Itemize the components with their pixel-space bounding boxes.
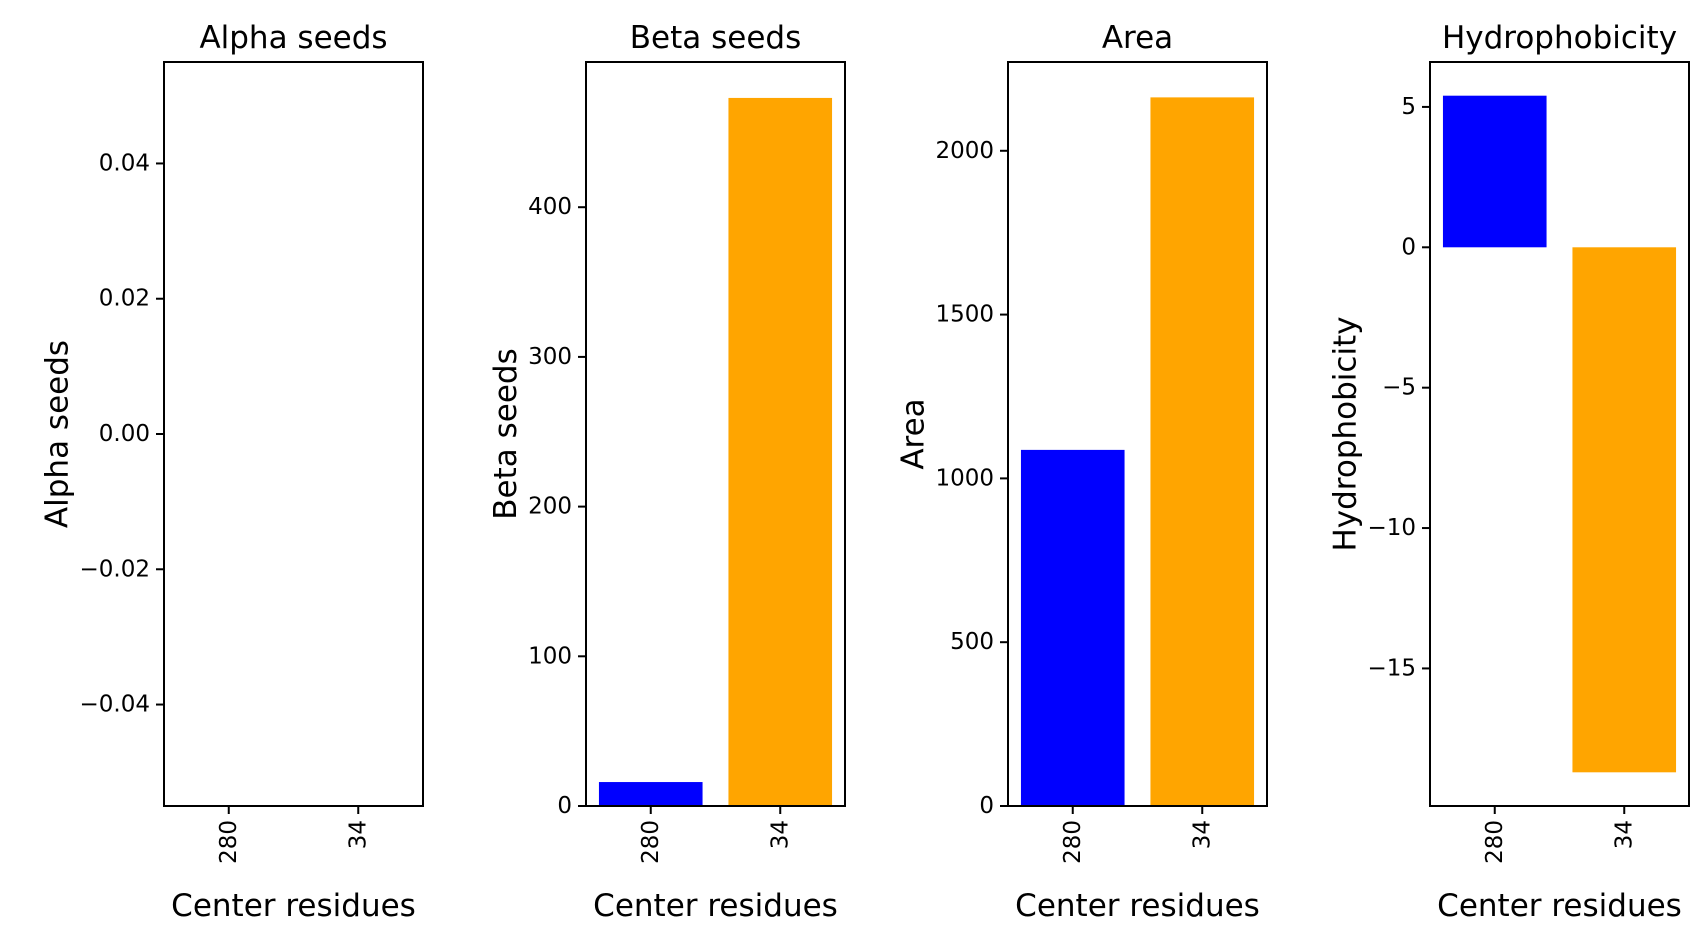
chart-title: Beta seeds (630, 20, 801, 56)
y-tick-label: 1500 (935, 302, 994, 328)
y-tick-label: 2000 (935, 138, 994, 164)
y-tick-label: 0.02 (99, 286, 150, 312)
bar-34 (728, 97, 833, 807)
bar-280 (1442, 95, 1547, 248)
chart-title: Area (1102, 20, 1173, 56)
y-tick-label: −0.04 (80, 692, 150, 718)
x-tick-label: 280 (1482, 820, 1508, 864)
y-axis-label: Hydrophobicity (1327, 316, 1363, 551)
y-tick-label: −0.02 (80, 556, 150, 582)
y-tick-label: −15 (1367, 655, 1416, 681)
plot-frame (1429, 61, 1690, 807)
x-axis-label: Center residues (593, 888, 838, 924)
y-tick-label: −5 (1382, 375, 1416, 401)
x-axis-label: Center residues (1015, 888, 1260, 924)
x-tick-label: 280 (216, 820, 242, 864)
chart-panel-1: 0 100 200 300 400 280 34 Beta seeds Center resid… (488, 20, 846, 924)
chart-title: Hydrophobicity (1442, 20, 1677, 56)
y-tick-label: 0.00 (99, 421, 150, 447)
x-axis-label: Center residues (171, 888, 416, 924)
x-tick-label: 280 (1060, 820, 1086, 864)
y-tick-label: 500 (950, 629, 994, 655)
bar-280 (1020, 449, 1125, 806)
chart-panel-3: −15 −10 −5 0 5 280 34 Hydrophobicity Center resi… (1327, 20, 1690, 924)
chart-title: Alpha seeds (199, 20, 387, 56)
y-tick-label: 5 (1401, 94, 1416, 120)
bar-34 (1572, 247, 1677, 773)
plot-frame (585, 61, 846, 807)
chart-panel-2: 0 500 1000 1500 2000 280 34 Area Center residues… (895, 20, 1268, 924)
y-axis-label: Beta seeds (488, 348, 524, 519)
y-tick-label: 0 (979, 793, 994, 819)
y-tick-label: 0 (557, 793, 572, 819)
plot-frame (163, 61, 424, 807)
x-tick-label: 34 (345, 820, 371, 849)
x-tick-label: 34 (1189, 820, 1215, 849)
y-axis-label: Area (895, 398, 931, 469)
x-axis-label: Center residues (1437, 888, 1682, 924)
y-tick-label: −10 (1367, 515, 1416, 541)
chart-panel-0: −0.04 −0.02 0.00 0.02 0.04 280 34 Alpha seeds Ce… (40, 20, 424, 924)
y-tick-label: 400 (528, 194, 572, 220)
plot-frame (1007, 61, 1268, 807)
x-tick-label: 280 (638, 820, 664, 864)
y-axis-label: Alpha seeds (40, 340, 76, 528)
y-tick-label: 300 (528, 344, 572, 370)
x-tick-label: 34 (767, 820, 793, 849)
y-tick-label: 0.04 (99, 150, 150, 176)
y-tick-label: 100 (528, 643, 572, 669)
y-tick-label: 200 (528, 494, 572, 520)
x-tick-label: 34 (1611, 820, 1637, 849)
bar-34 (1150, 97, 1255, 806)
y-tick-label: 1000 (935, 465, 994, 491)
bar-280 (598, 782, 703, 806)
y-tick-label: 0 (1401, 234, 1416, 260)
